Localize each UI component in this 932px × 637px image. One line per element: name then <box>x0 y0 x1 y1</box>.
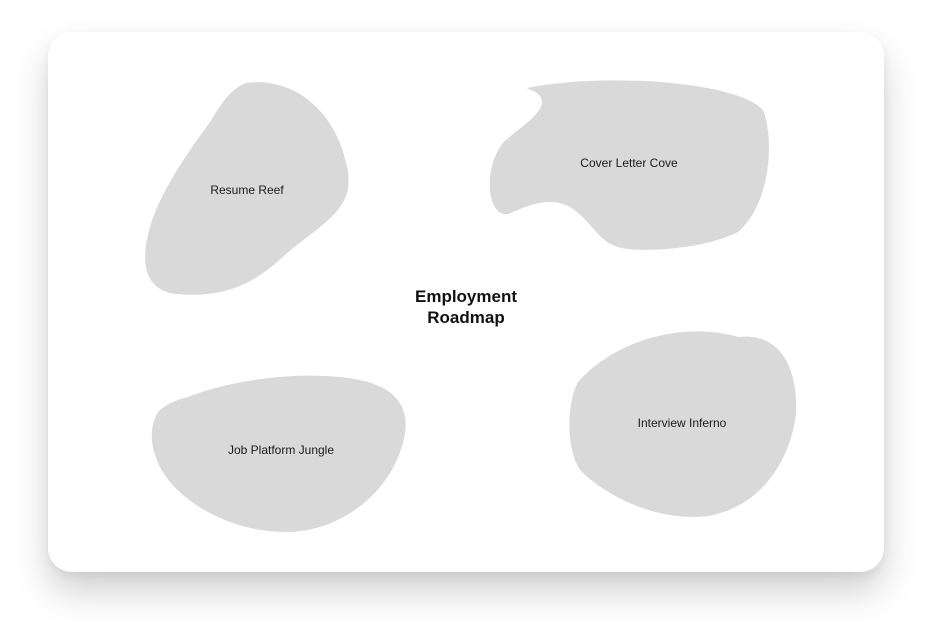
map-canvas <box>145 80 797 532</box>
region-blob-cover-letter-cove[interactable] <box>489 80 769 250</box>
region-label-job-platform-jungle: Job Platform Jungle <box>227 443 335 457</box>
region-label-cover-letter-cove: Cover Letter Cove <box>580 156 678 170</box>
region-label-interview-inferno: Interview Inferno <box>637 416 727 430</box>
diagram-card: Resume Reef Cover Letter Cove Job Platfo… <box>48 32 884 572</box>
region-blob-interview-inferno[interactable] <box>569 331 797 517</box>
diagram-title-line1: Employment <box>414 287 518 306</box>
region-blob-resume-reef[interactable] <box>145 82 349 295</box>
diagram-title: Employment Roadmap <box>366 286 566 328</box>
region-label-resume-reef: Resume Reef <box>210 183 284 197</box>
region-blob-job-platform-jungle[interactable] <box>151 375 406 532</box>
diagram-title-line2: Roadmap <box>427 308 505 327</box>
